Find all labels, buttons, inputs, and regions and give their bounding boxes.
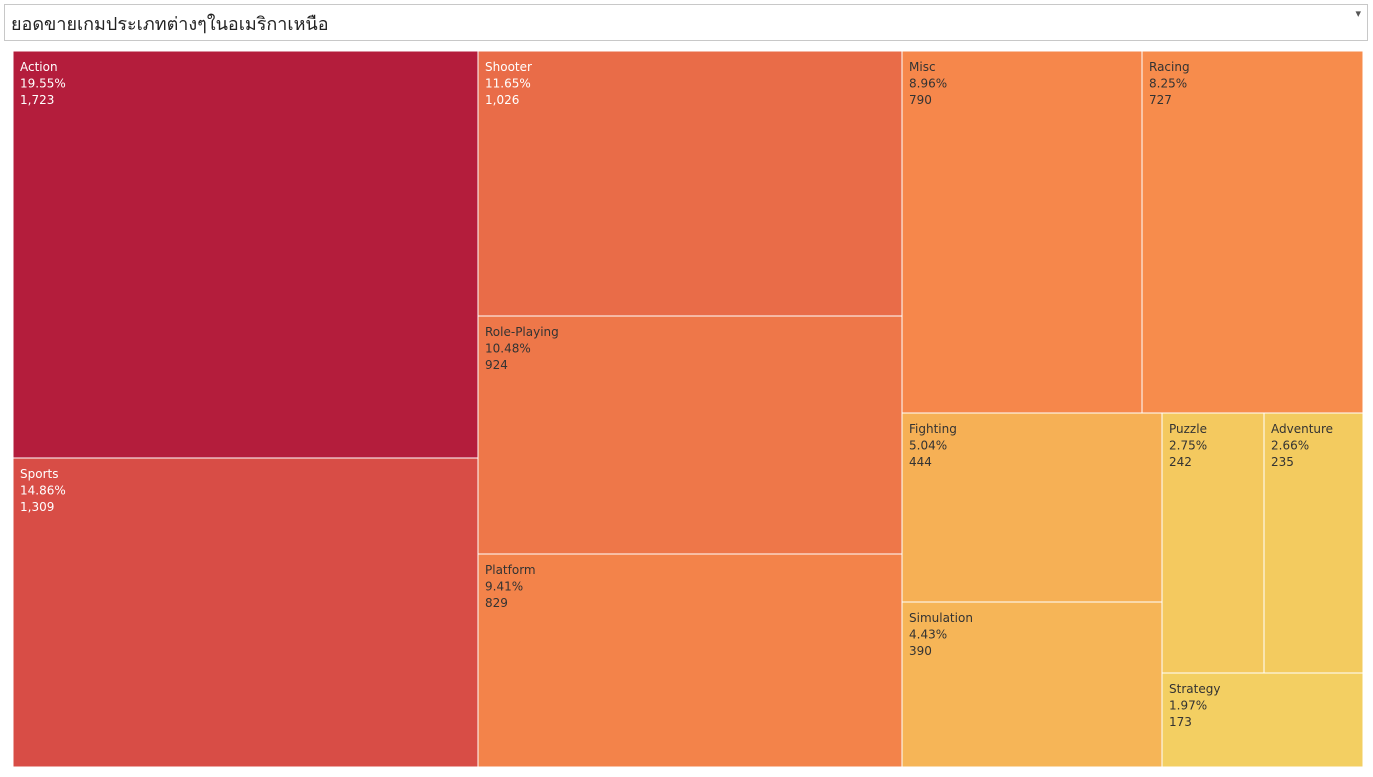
tile-value-misc: 790 <box>909 93 932 107</box>
dropdown-caret-icon[interactable]: ▾ <box>1355 7 1361 20</box>
treemap-tile-simulation[interactable]: Simulation 4.43% 390 <box>901 601 1163 767</box>
tile-name-action: Action <box>20 60 58 74</box>
treemap-chart: Action 19.55% 1,723 Sports 14.86% 1,309 Shoote… <box>13 51 1363 767</box>
treemap-rect-action[interactable] <box>13 51 479 459</box>
tile-percent-platform: 9.41% <box>485 580 523 594</box>
tile-percent-racing: 8.25% <box>1149 77 1187 91</box>
tile-percent-simulation: 4.43% <box>909 628 947 642</box>
treemap-tile-platform[interactable]: Platform 9.41% 829 <box>477 553 903 767</box>
tile-name-shooter: Shooter <box>485 60 532 74</box>
tile-value-adventure: 235 <box>1271 455 1294 469</box>
treemap-tile-action[interactable]: Action 19.55% 1,723 <box>13 51 479 459</box>
treemap-tile-shooter[interactable]: Shooter 11.65% 1,026 <box>477 51 903 317</box>
treemap-rect-fighting[interactable] <box>901 412 1163 603</box>
tile-value-puzzle: 242 <box>1169 455 1192 469</box>
tile-percent-role-playing: 10.48% <box>485 342 531 356</box>
treemap-svg: Action 19.55% 1,723 Sports 14.86% 1,309 Shoote… <box>13 51 1363 767</box>
tile-percent-puzzle: 2.75% <box>1169 439 1207 453</box>
tile-name-sports: Sports <box>20 467 58 481</box>
treemap-rect-sports[interactable] <box>13 457 479 767</box>
treemap-rect-misc[interactable] <box>901 51 1143 414</box>
treemap-rect-role-playing[interactable] <box>477 315 903 555</box>
tile-name-simulation: Simulation <box>909 611 973 625</box>
tile-percent-adventure: 2.66% <box>1271 439 1309 453</box>
tile-value-fighting: 444 <box>909 455 932 469</box>
treemap-tile-adventure[interactable]: Adventure 2.66% 235 <box>1263 412 1363 674</box>
treemap-rect-platform[interactable] <box>477 553 903 767</box>
treemap-rect-simulation[interactable] <box>901 601 1163 767</box>
treemap-tile-misc[interactable]: Misc 8.96% 790 <box>901 51 1143 414</box>
tile-percent-sports: 14.86% <box>20 484 66 498</box>
treemap-rect-strategy[interactable] <box>1161 672 1363 767</box>
tile-name-role-playing: Role-Playing <box>485 325 559 339</box>
tile-name-adventure: Adventure <box>1271 422 1333 436</box>
tile-name-fighting: Fighting <box>909 422 957 436</box>
treemap-rect-racing[interactable] <box>1141 51 1363 414</box>
tile-value-strategy: 173 <box>1169 715 1192 729</box>
tile-name-puzzle: Puzzle <box>1169 422 1207 436</box>
tile-percent-misc: 8.96% <box>909 77 947 91</box>
tile-name-misc: Misc <box>909 60 936 74</box>
tile-value-platform: 829 <box>485 596 508 610</box>
tile-percent-strategy: 1.97% <box>1169 699 1207 713</box>
tile-value-action: 1,723 <box>20 93 54 107</box>
tile-name-strategy: Strategy <box>1169 682 1220 696</box>
tile-value-role-playing: 924 <box>485 358 508 372</box>
treemap-rect-shooter[interactable] <box>477 51 903 317</box>
tile-value-sports: 1,309 <box>20 500 54 514</box>
treemap-tile-fighting[interactable]: Fighting 5.04% 444 <box>901 412 1163 603</box>
tile-percent-fighting: 5.04% <box>909 439 947 453</box>
tile-percent-action: 19.55% <box>20 77 66 91</box>
treemap-rect-adventure[interactable] <box>1263 412 1363 674</box>
tile-name-racing: Racing <box>1149 60 1190 74</box>
tile-value-racing: 727 <box>1149 93 1172 107</box>
tile-name-platform: Platform <box>485 563 536 577</box>
tile-value-shooter: 1,026 <box>485 93 519 107</box>
page-title: ยอดขายเกมประเภทต่างๆในอเมริกาเหนือ <box>11 14 329 35</box>
treemap-tile-strategy[interactable]: Strategy 1.97% 173 <box>1161 672 1363 767</box>
treemap-tile-puzzle[interactable]: Puzzle 2.75% 242 <box>1161 412 1265 674</box>
treemap-tile-sports[interactable]: Sports 14.86% 1,309 <box>13 457 479 767</box>
tile-value-simulation: 390 <box>909 644 932 658</box>
treemap-tile-racing[interactable]: Racing 8.25% 727 <box>1141 51 1363 414</box>
tile-percent-shooter: 11.65% <box>485 77 531 91</box>
treemap-tile-role-playing[interactable]: Role-Playing 10.48% 924 <box>477 315 903 555</box>
title-dropdown[interactable]: ยอดขายเกมประเภทต่างๆในอเมริกาเหนือ ▾ <box>4 4 1368 41</box>
